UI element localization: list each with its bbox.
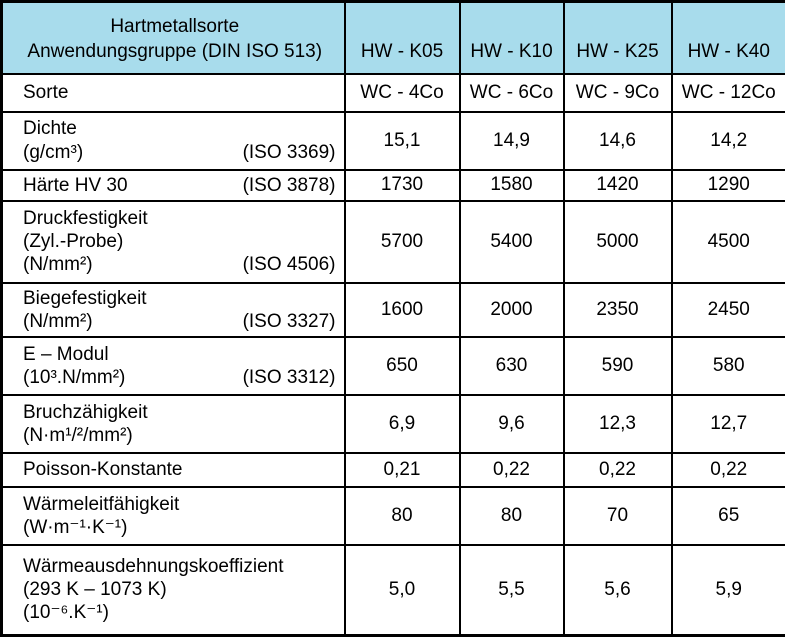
row-label-unit: (10³.N/mm²) <box>23 366 125 389</box>
row-label: Bruchzähigkeit (N·m¹/²/mm²) <box>2 395 345 453</box>
value-cell: WC - 4Co <box>345 74 460 112</box>
value-cell: 0,22 <box>460 453 564 487</box>
value-cell: 0,22 <box>672 453 785 487</box>
row-waermeausdehnungskoeffizient: Wärmeausdehnungskoeffizient (293 K – 107… <box>2 545 785 635</box>
iso-reference: (ISO 3878) <box>243 174 336 197</box>
value-cell: 9,6 <box>460 395 564 453</box>
row-label-text: Poisson-Konstante <box>23 458 336 481</box>
value-cell: 0,21 <box>345 453 460 487</box>
row-label-text: Wärmeleitfähigkeit <box>23 493 336 516</box>
iso-reference: (ISO 3312) <box>243 366 336 389</box>
row-label-unit: (N/mm²) <box>23 253 93 276</box>
row-label: Dichte (g/cm³) (ISO 3369) <box>2 112 345 170</box>
iso-reference: (ISO 3369) <box>243 141 336 164</box>
row-label-sub: (Zyl.-Probe) <box>23 230 336 253</box>
value-cell: 5000 <box>564 201 672 283</box>
value-cell: 5400 <box>460 201 564 283</box>
row-sorte: Sorte WC - 4Co WC - 6Co WC - 9Co WC - 12… <box>2 74 785 112</box>
value-cell: 1580 <box>460 170 564 201</box>
row-waermeleitfaehigkeit: Wärmeleitfähigkeit (W·m⁻¹·K⁻¹) 80 80 70 … <box>2 487 785 545</box>
value-cell: 14,2 <box>672 112 785 170</box>
row-label: Wärmeausdehnungskoeffizient (293 K – 107… <box>2 545 345 635</box>
value-cell: 5,0 <box>345 545 460 635</box>
iso-reference: (ISO 4506) <box>243 253 336 276</box>
row-e-modul: E – Modul (10³.N/mm²) (ISO 3312) 650 630… <box>2 337 785 395</box>
value-cell: 80 <box>460 487 564 545</box>
column-header-hw-k05: HW - K05 <box>345 2 460 74</box>
row-label-unit: (W·m⁻¹·K⁻¹) <box>23 516 336 539</box>
column-header-hw-k10: HW - K10 <box>460 2 564 74</box>
table-header-row: Hartmetallsorte Anwendungsgruppe (DIN IS… <box>2 2 785 74</box>
row-druckfestigkeit: Druckfestigkeit (Zyl.-Probe) (N/mm²) (IS… <box>2 201 785 283</box>
value-cell: 1730 <box>345 170 460 201</box>
row-label-unit: (N·m¹/²/mm²) <box>23 424 336 447</box>
row-label: Sorte <box>2 74 345 112</box>
value-cell: 65 <box>672 487 785 545</box>
row-label-text: Härte HV 30 <box>23 174 128 197</box>
value-cell: 2450 <box>672 283 785 337</box>
iso-reference: (ISO 3327) <box>243 310 336 333</box>
value-cell: 12,3 <box>564 395 672 453</box>
row-label: Poisson-Konstante <box>2 453 345 487</box>
row-label-text: Dichte <box>23 117 336 140</box>
row-poisson-konstante: Poisson-Konstante 0,21 0,22 0,22 0,22 <box>2 453 785 487</box>
value-cell: 630 <box>460 337 564 395</box>
value-cell: 1290 <box>672 170 785 201</box>
value-cell: 5700 <box>345 201 460 283</box>
value-cell: 2000 <box>460 283 564 337</box>
value-cell: 590 <box>564 337 672 395</box>
row-label-text: E – Modul <box>23 343 336 366</box>
value-cell: 15,1 <box>345 112 460 170</box>
row-bruchzaehigkeit: Bruchzähigkeit (N·m¹/²/mm²) 6,9 9,6 12,3… <box>2 395 785 453</box>
value-cell: WC - 12Co <box>672 74 785 112</box>
row-label-unit: (g/cm³) <box>23 141 83 164</box>
row-biegefestigkeit: Biegefestigkeit (N/mm²) (ISO 3327) 1600 … <box>2 283 785 337</box>
value-cell: 650 <box>345 337 460 395</box>
row-label: E – Modul (10³.N/mm²) (ISO 3312) <box>2 337 345 395</box>
value-cell: 2350 <box>564 283 672 337</box>
row-haerte-hv30: Härte HV 30 (ISO 3878) 1730 1580 1420 12… <box>2 170 785 201</box>
row-label-text: Sorte <box>23 81 336 104</box>
value-cell: 14,9 <box>460 112 564 170</box>
value-cell: 80 <box>345 487 460 545</box>
row-label-text: Bruchzähigkeit <box>23 401 336 424</box>
row-label-text: Druckfestigkeit <box>23 207 336 230</box>
value-cell: 5,9 <box>672 545 785 635</box>
value-cell: 5,6 <box>564 545 672 635</box>
value-cell: 6,9 <box>345 395 460 453</box>
row-label-unit: (10⁻⁶.K⁻¹) <box>23 601 336 624</box>
row-label: Druckfestigkeit (Zyl.-Probe) (N/mm²) (IS… <box>2 201 345 283</box>
row-label-text: Wärmeausdehnungskoeffizient <box>23 555 336 578</box>
row-label: Biegefestigkeit (N/mm²) (ISO 3327) <box>2 283 345 337</box>
value-cell: 70 <box>564 487 672 545</box>
row-label-unit: (N/mm²) <box>23 310 93 333</box>
header-label-cell: Hartmetallsorte Anwendungsgruppe (DIN IS… <box>2 2 345 74</box>
value-cell: 0,22 <box>564 453 672 487</box>
value-cell: 4500 <box>672 201 785 283</box>
value-cell: 14,6 <box>564 112 672 170</box>
row-label: Härte HV 30 (ISO 3878) <box>2 170 345 201</box>
column-header-hw-k40: HW - K40 <box>672 2 785 74</box>
row-label: Wärmeleitfähigkeit (W·m⁻¹·K⁻¹) <box>2 487 345 545</box>
value-cell: 580 <box>672 337 785 395</box>
value-cell: 1600 <box>345 283 460 337</box>
value-cell: 12,7 <box>672 395 785 453</box>
value-cell: WC - 9Co <box>564 74 672 112</box>
row-label-range: (293 K – 1073 K) <box>23 578 336 601</box>
value-cell: 1420 <box>564 170 672 201</box>
row-label-text: Biegefestigkeit <box>23 287 336 310</box>
column-header-hw-k25: HW - K25 <box>564 2 672 74</box>
header-label-line1: Hartmetallsorte <box>12 14 338 39</box>
value-cell: 5,5 <box>460 545 564 635</box>
value-cell: WC - 6Co <box>460 74 564 112</box>
row-dichte: Dichte (g/cm³) (ISO 3369) 15,1 14,9 14,6… <box>2 112 785 170</box>
header-label-line2: Anwendungsgruppe (DIN ISO 513) <box>12 39 338 64</box>
